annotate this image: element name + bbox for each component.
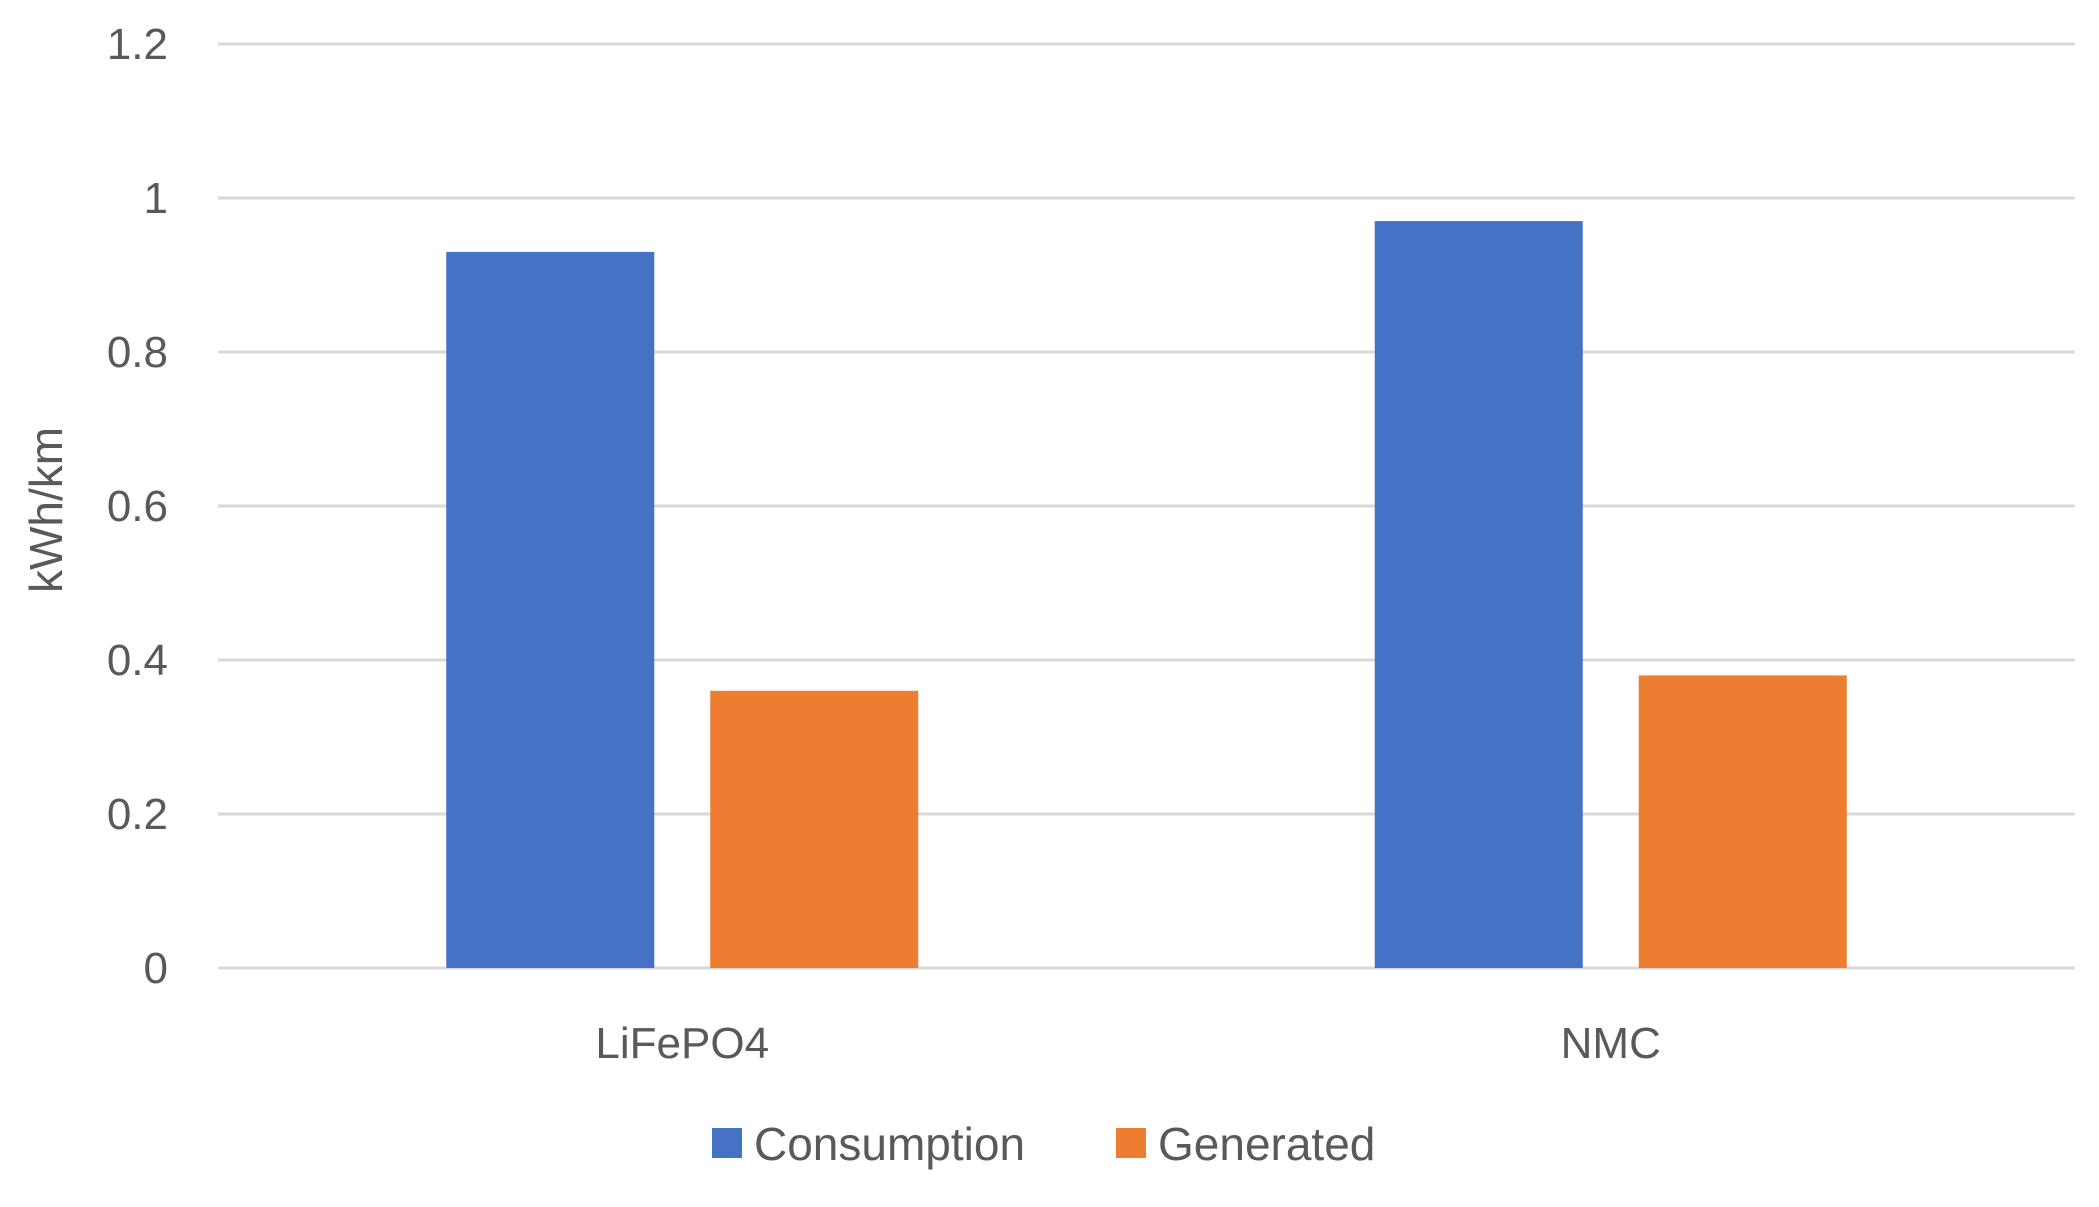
y-tick-label: 1 (144, 174, 168, 223)
legend-swatch (1116, 1128, 1146, 1158)
y-tick-label: 0.4 (107, 636, 168, 685)
bar-generated-lifepo4 (710, 690, 919, 968)
bar-consumption-lifepo4 (446, 251, 655, 968)
x-tick-label: NMC (1561, 1019, 1661, 1068)
legend-item-generated: Generated (1116, 1118, 1375, 1170)
y-tick-label: 0.8 (107, 328, 168, 377)
legend-item-consumption: Consumption (712, 1118, 1025, 1170)
y-axis-title: kWh/km (20, 427, 72, 593)
y-axis-tick-labels: 0 0.2 0.4 0.6 0.8 1 1.2 (107, 20, 168, 993)
y-tick-label: 1.2 (107, 20, 168, 69)
legend: Consumption Generated (712, 1118, 1375, 1170)
bar-consumption-nmc (1374, 221, 1583, 969)
bars (446, 221, 1847, 969)
bar-generated-nmc (1638, 675, 1847, 968)
legend-swatch (712, 1128, 742, 1158)
x-axis-tick-labels: LiFePO4 NMC (595, 1019, 1660, 1068)
legend-label: Consumption (754, 1118, 1025, 1170)
y-tick-label: 0.6 (107, 482, 168, 531)
y-tick-label: 0.2 (107, 790, 168, 839)
x-tick-label: LiFePO4 (595, 1019, 769, 1068)
legend-label: Generated (1158, 1118, 1375, 1170)
y-tick-label: 0 (144, 944, 168, 993)
